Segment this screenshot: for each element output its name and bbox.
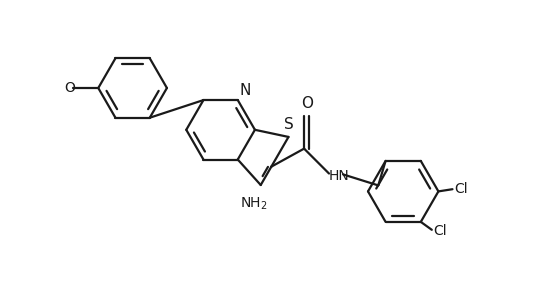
Text: NH$_2$: NH$_2$ [240, 196, 268, 212]
Text: HN: HN [329, 169, 350, 183]
Text: S: S [284, 117, 293, 132]
Text: N: N [240, 83, 251, 98]
Text: O: O [301, 96, 313, 111]
Text: Cl: Cl [454, 182, 468, 196]
Text: Cl: Cl [433, 224, 447, 238]
Text: O: O [64, 81, 75, 95]
